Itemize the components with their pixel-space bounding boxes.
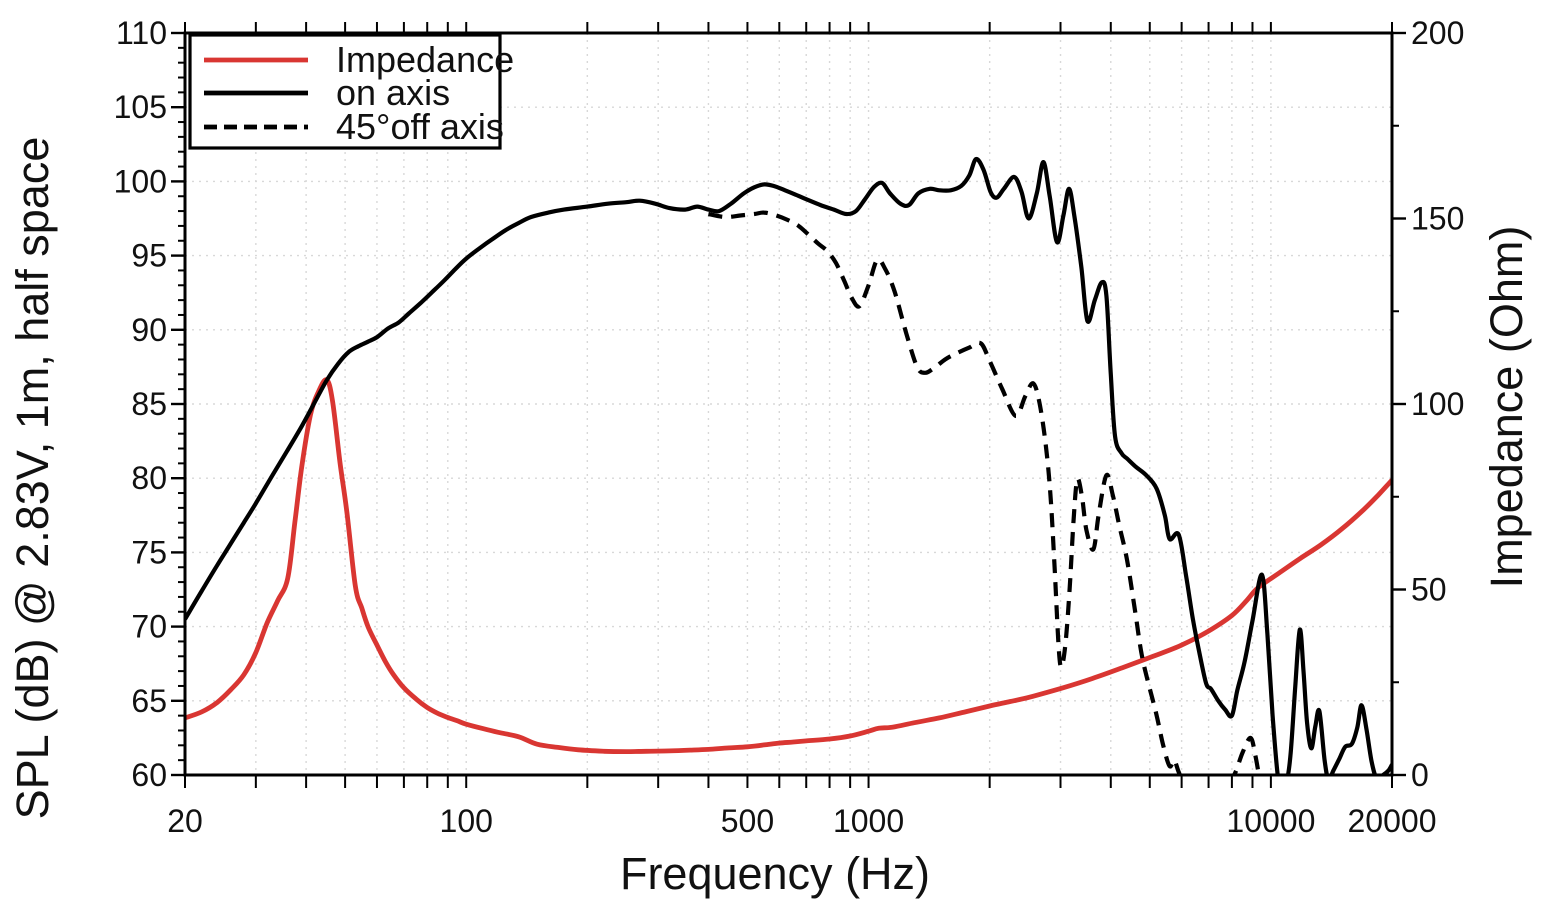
y-left-tick-label: 75 [131,534,167,570]
y-left-tick-label: 105 [114,89,167,125]
legend: Impedance on axis 45°off axis [188,33,514,150]
y-left-tick-label: 70 [131,609,167,645]
y-left-axis-title: SPL (dB) @ 2.83V, 1m, half space [7,137,58,820]
y-left-tick-label: 90 [131,312,167,348]
axis-ticks [171,22,1406,788]
series-on-axis [185,156,1392,775]
x-axis-title: Frequency (Hz) [620,848,930,899]
x-tick-label: 10000 [1226,803,1315,839]
x-tick-label: 1000 [833,803,904,839]
series-45-off-axis [707,210,1261,775]
gridlines [185,33,1392,775]
y-right-tick-label: 0 [1411,757,1429,793]
y-left-tick-label: 65 [131,683,167,719]
y-left-tick-label: 85 [131,386,167,422]
y-right-tick-label: 150 [1411,201,1464,237]
y-left-tick-label: 95 [131,238,167,274]
y-left-tick-label: 60 [131,757,167,793]
x-tick-label: 20 [167,803,203,839]
y-left-tick-label: 80 [131,460,167,496]
plot-frame [183,31,1394,777]
y-right-tick-label: 50 [1411,572,1447,608]
legend-label-45-off-axis: 45°off axis [336,106,504,147]
x-tick-label: 100 [440,803,493,839]
y-right-axis-title: Impedance (Ohm) [1481,226,1532,589]
legend-label-on-axis: on axis [336,72,450,113]
y-right-tick-label: 200 [1411,15,1464,51]
legend-label-impedance: Impedance [336,39,514,80]
series-impedance [185,377,1392,754]
y-right-tick-label: 100 [1411,386,1464,422]
tick-labels: 20 100 500 1000 10000 20000606570758085909510… [114,15,1465,839]
x-tick-label: 20000 [1348,803,1437,839]
y-left-tick-label: 110 [116,15,167,51]
y-left-tick-label: 100 [114,163,167,199]
x-tick-label: 500 [721,803,774,839]
series-layer [185,156,1392,775]
